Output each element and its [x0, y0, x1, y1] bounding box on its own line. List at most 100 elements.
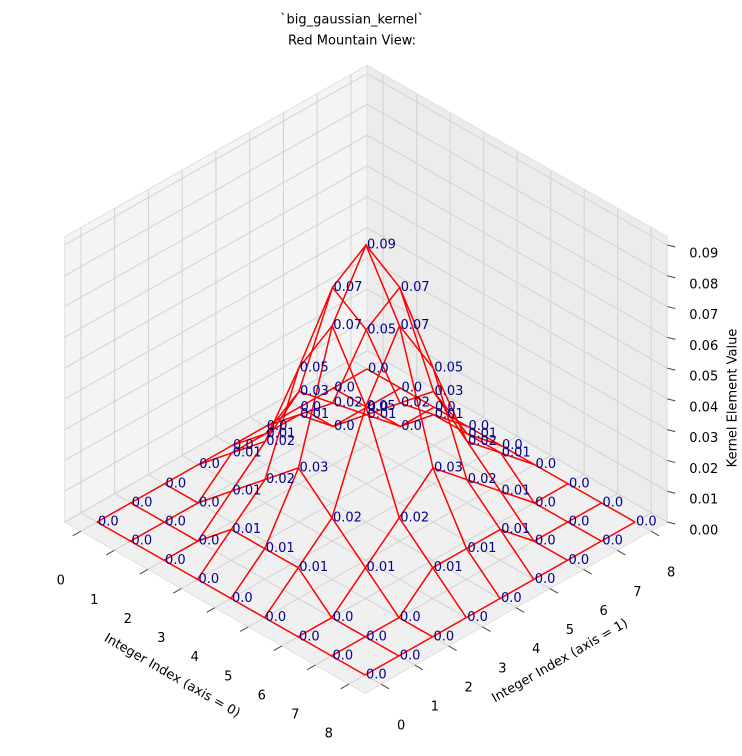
tick-mark — [667, 367, 676, 371]
tick-mark — [105, 549, 115, 556]
value-label: 0.0 — [569, 515, 590, 530]
y-tick-label: 3 — [498, 661, 506, 676]
value-label: 0.0 — [165, 553, 186, 568]
grid-line — [366, 165, 668, 338]
chart-title: `big_gaussian_kernel` — [280, 13, 424, 28]
value-label: 0.01 — [368, 407, 397, 422]
value-label: 0.05 — [367, 322, 396, 337]
grid-line — [366, 73, 668, 246]
value-label: 0.0 — [435, 400, 456, 415]
tick-mark — [273, 645, 283, 651]
value-label: 0.0 — [400, 610, 421, 625]
tick-mark — [380, 683, 390, 690]
z-tick-label: 0.03 — [689, 431, 718, 446]
grid-line — [64, 73, 368, 246]
z-tick-label: 0.02 — [689, 462, 718, 477]
panes — [63, 64, 676, 694]
grid-line — [366, 103, 668, 277]
value-label: 0.07 — [334, 280, 363, 295]
y-tick-label: 1 — [431, 700, 439, 715]
value-label: 0.02 — [334, 396, 363, 411]
value-label: 0.0 — [368, 400, 389, 415]
value-label: 0.0 — [199, 457, 220, 472]
value-label: 0.02 — [468, 472, 497, 487]
value-label: 0.0 — [166, 476, 187, 491]
y-tick-label: 0 — [397, 719, 405, 734]
z-tick-label: 0.09 — [689, 247, 718, 262]
grid-line — [64, 319, 368, 492]
value-label: 0.02 — [266, 434, 295, 449]
chart-title: Red Mountain View: — [288, 34, 416, 49]
value-label: 0.0 — [401, 419, 422, 434]
tick-mark — [667, 459, 676, 463]
value-label: 0.0 — [199, 495, 220, 510]
tick-mark — [667, 490, 676, 494]
z-tick-label: 0.07 — [689, 308, 718, 323]
tick-mark — [239, 626, 249, 632]
grid-line — [366, 196, 668, 369]
tick-mark — [448, 645, 457, 651]
z-tick-label: 0.05 — [689, 370, 718, 385]
value-label: 0.03 — [300, 460, 329, 475]
value-label: 0.01 — [300, 407, 329, 422]
y-tick-label: 8 — [667, 566, 675, 581]
y-tick-label: 5 — [566, 623, 574, 638]
value-label: 0.0 — [366, 629, 387, 644]
x-tick-label: 7 — [291, 708, 299, 723]
grid-line — [64, 103, 368, 277]
tick-mark — [650, 530, 660, 537]
z-tick-label: 0.01 — [689, 493, 718, 508]
value-label: 0.0 — [132, 534, 153, 549]
tick-mark — [139, 568, 149, 575]
value-label: 0.0 — [266, 610, 287, 625]
value-label: 0.0 — [602, 534, 623, 549]
x-tick-label: 0 — [57, 574, 65, 589]
tick-mark — [667, 275, 676, 279]
value-label: 0.0 — [232, 591, 253, 606]
grid-line — [64, 288, 368, 461]
tick-mark — [72, 530, 82, 537]
value-label: 0.0 — [535, 534, 556, 549]
x-axis-label: Integer Index (axis = 0) — [101, 631, 242, 721]
value-label: 0.02 — [266, 472, 295, 487]
value-label: 0.0 — [233, 438, 254, 453]
wire-line — [198, 324, 467, 619]
x-tick-label: 3 — [157, 631, 165, 646]
tick-mark — [667, 521, 676, 525]
tick-mark — [172, 588, 182, 594]
z-tick-label: 0.08 — [689, 277, 718, 292]
value-label: 0.01 — [434, 560, 463, 575]
grid-line — [64, 257, 368, 431]
value-label: 0.01 — [267, 426, 296, 441]
value-label: 0.07 — [401, 318, 430, 333]
value-label: 0.0 — [199, 534, 220, 549]
grid-line — [64, 227, 368, 400]
value-label: 0.02 — [333, 510, 362, 525]
y-tick-label: 7 — [633, 585, 641, 600]
value-label: 0.0 — [98, 515, 119, 530]
value-label: 0.0 — [469, 419, 490, 434]
wire-line — [231, 243, 501, 599]
value-label: 0.0 — [502, 438, 523, 453]
value-label: 0.07 — [333, 318, 362, 333]
value-label: 0.01 — [502, 484, 531, 499]
y-tick-label: 6 — [599, 604, 607, 619]
value-label: 0.0 — [299, 629, 320, 644]
value-label: 0.03 — [435, 384, 464, 399]
value-label: 0.0 — [267, 419, 288, 434]
x-tick-label: 8 — [325, 727, 333, 742]
grid-line — [366, 257, 668, 431]
x-tick-label: 1 — [90, 593, 98, 608]
value-label: 0.0 — [132, 495, 153, 510]
tick-mark — [667, 244, 676, 248]
grid-line — [64, 134, 368, 307]
tick-mark — [667, 398, 676, 402]
tick-mark — [206, 607, 216, 613]
wire-line — [366, 368, 636, 523]
y-tick-label: 4 — [532, 642, 540, 657]
value-label: 0.0 — [603, 495, 624, 510]
value-label: 0.01 — [468, 426, 497, 441]
tick-mark — [515, 607, 525, 613]
value-label: 0.01 — [233, 445, 262, 460]
wire-line — [332, 387, 602, 542]
